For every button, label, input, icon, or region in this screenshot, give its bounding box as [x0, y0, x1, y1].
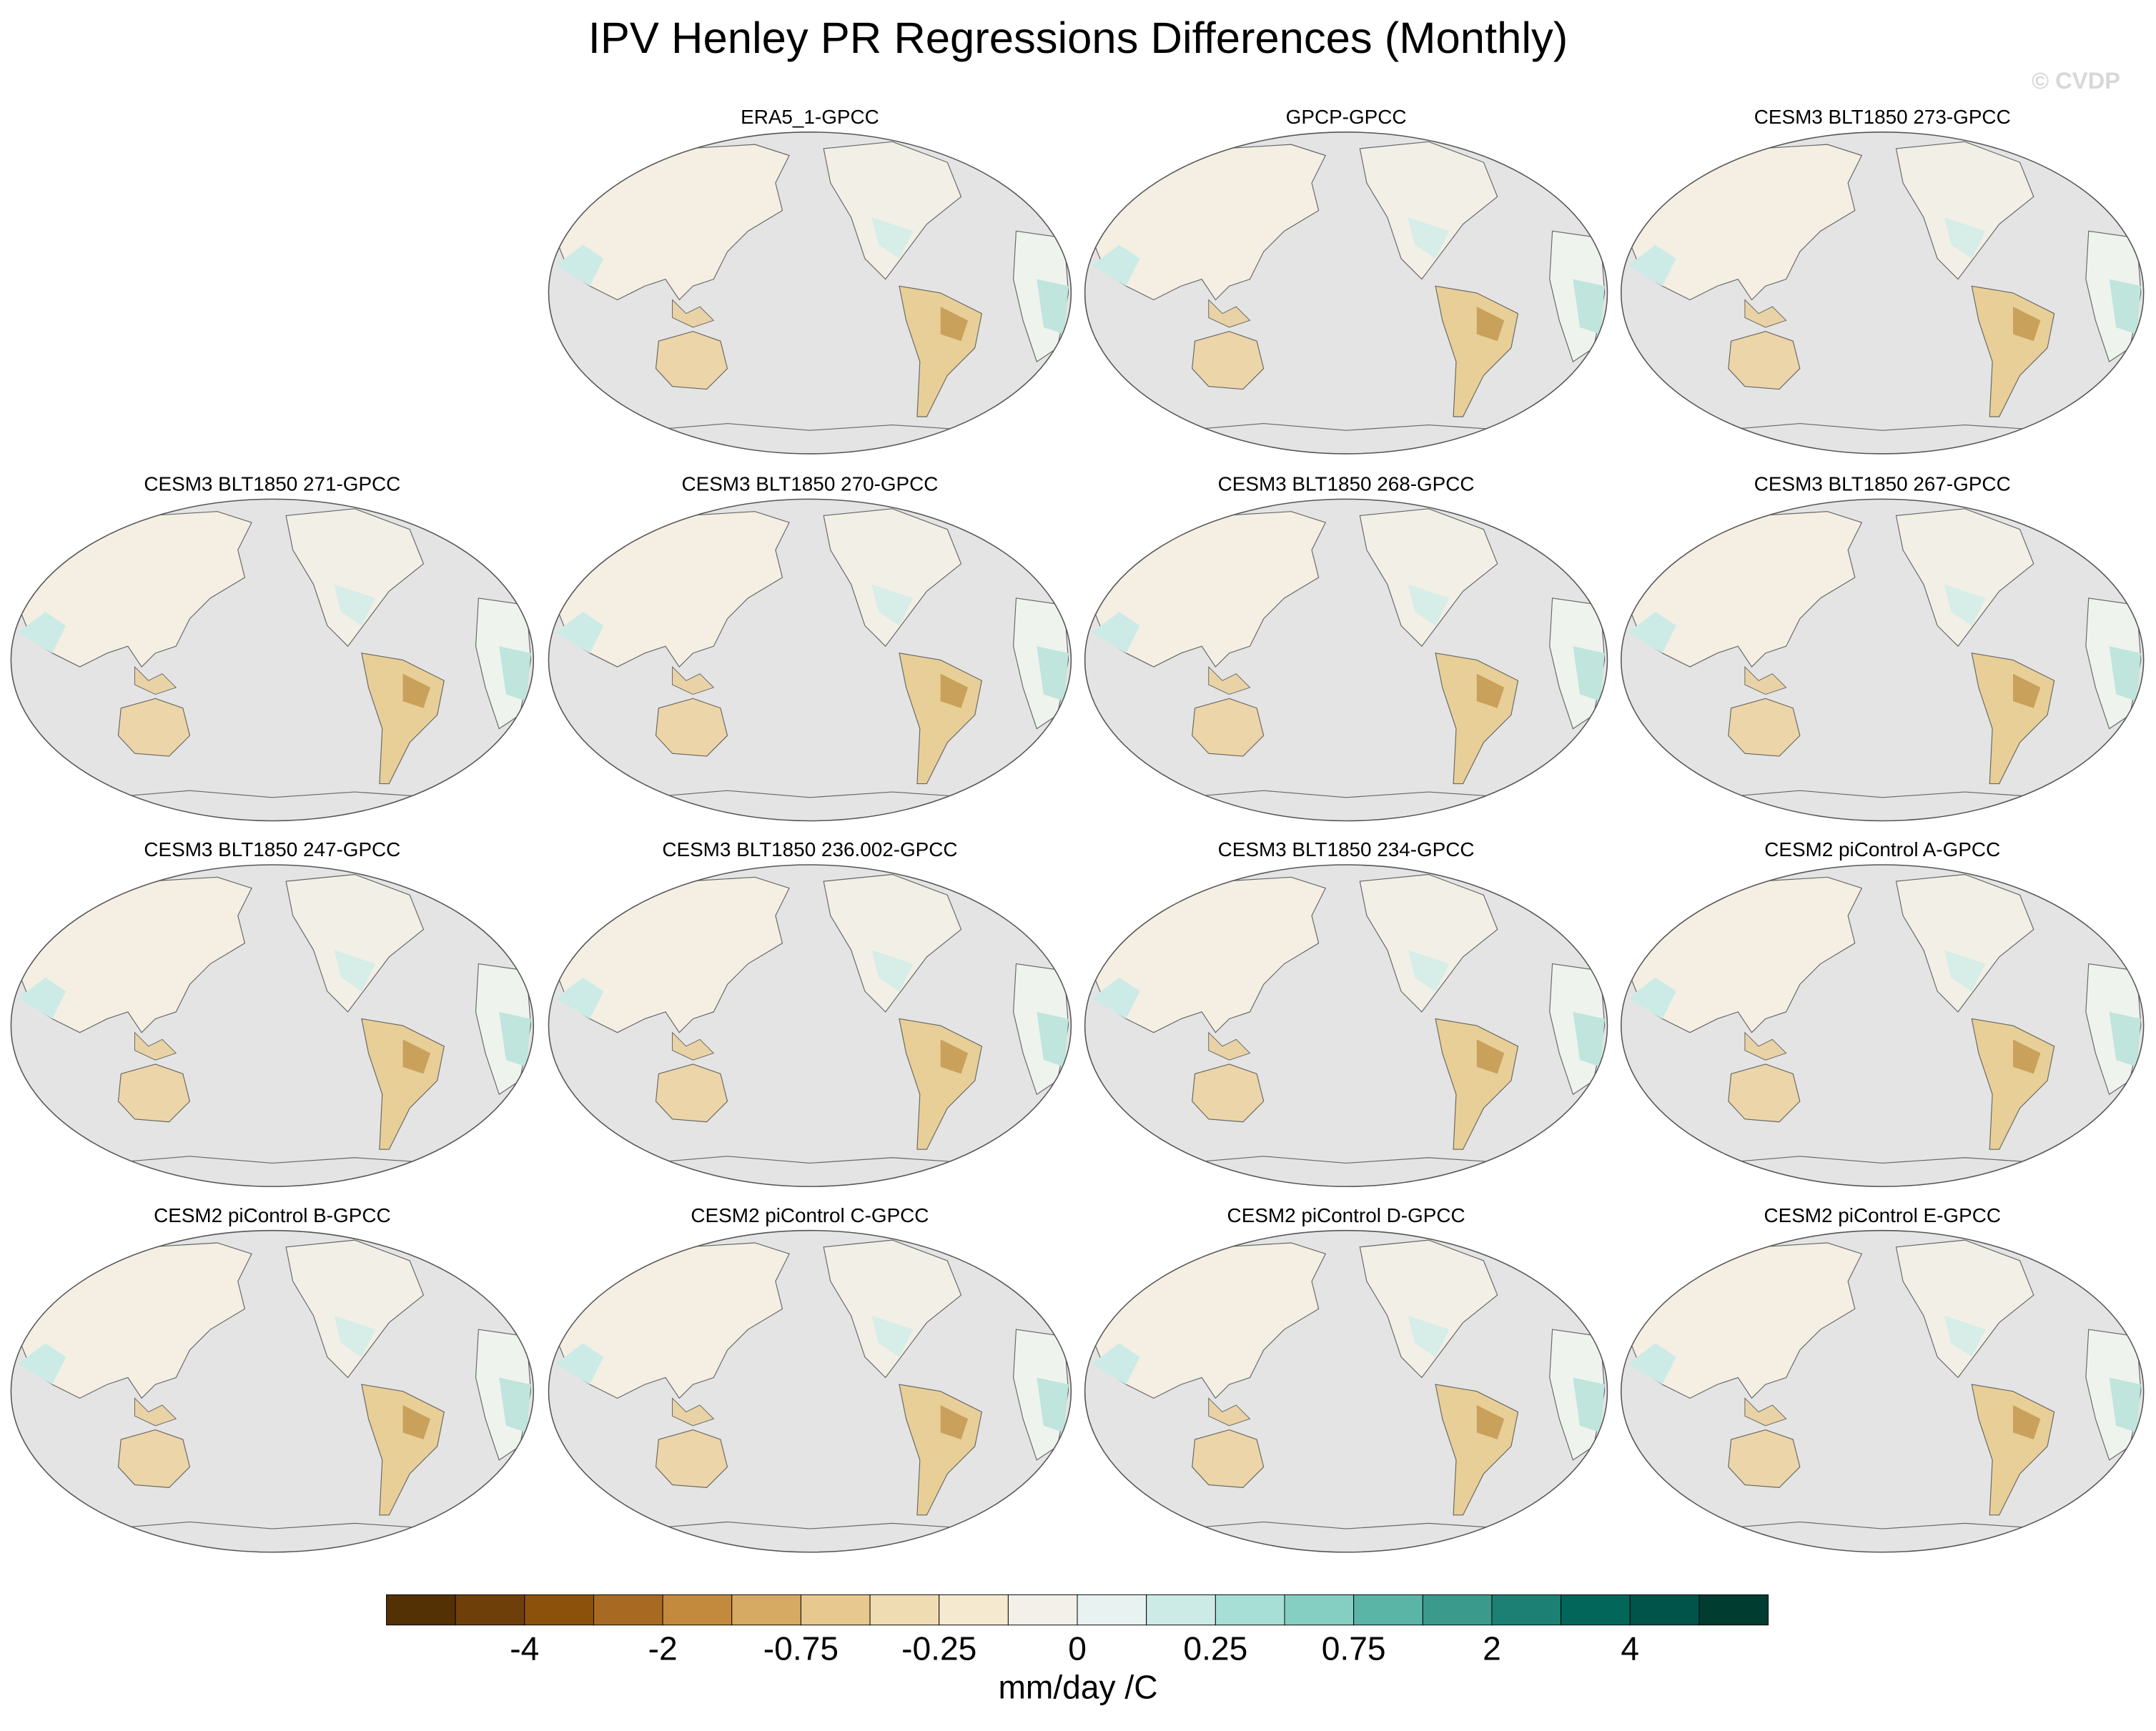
colorbar-label: 0.25: [1183, 1630, 1247, 1667]
colorbar-box: [593, 1594, 663, 1626]
colorbar-box: [731, 1594, 801, 1626]
panel-title: CESM3 BLT1850 271-GPCC: [144, 473, 400, 495]
panel-grid: ERA5_1-GPCC GPCP-GPCC CESM3 BLT1850 273-GP…: [10, 106, 2145, 1553]
map-panel: CESM3 BLT1850 236.002-GPCC: [548, 838, 1072, 1187]
colorbar-box: [1491, 1594, 1562, 1626]
map-border: [548, 498, 1072, 822]
map-border: [548, 864, 1072, 1187]
colorbar-box: [1284, 1594, 1355, 1626]
map-border: [1621, 1229, 2145, 1553]
map-border: [1084, 1229, 1608, 1553]
map-border: [1621, 132, 2145, 455]
panel-title: CESM2 piControl C-GPCC: [691, 1204, 929, 1226]
panel-title: CESM2 piControl E-GPCC: [1764, 1204, 2000, 1226]
map-border: [548, 132, 1072, 455]
colorbar-box: [524, 1594, 594, 1626]
map-border: [548, 1229, 1072, 1553]
colorbar-box: [1007, 1594, 1078, 1626]
panel-title: CESM2 piControl B-GPCC: [154, 1204, 391, 1226]
map-border: [10, 498, 535, 822]
colorbar-box: [1146, 1594, 1216, 1626]
colorbar-unit: mm/day /C: [998, 1668, 1157, 1705]
colorbar-box: [1629, 1594, 1700, 1626]
colorbar-box: [1561, 1594, 1631, 1626]
colorbar: -4 -2 -0.75 -0.25 0 0.25 0.75 2 4 mm/day /C: [386, 1594, 1769, 1705]
panel-title: CESM3 BLT1850 268-GPCC: [1218, 473, 1475, 495]
map-panel: CESM3 BLT1850 270-GPCC: [548, 473, 1072, 822]
watermark: © CVDP: [2032, 67, 2120, 94]
colorbar-box: [1422, 1594, 1493, 1626]
map-panel: CESM2 piControl E-GPCC: [1621, 1204, 2145, 1553]
panel-title: CESM3 BLT1850 234-GPCC: [1218, 838, 1475, 860]
panel-title: ERA5_1-GPCC: [741, 106, 879, 128]
colorbar-label: 2: [1483, 1630, 1501, 1667]
colorbar-label: 0: [1068, 1630, 1087, 1667]
colorbar-box: [869, 1594, 940, 1626]
map-panel: CESM3 BLT1850 267-GPCC: [1621, 473, 2145, 822]
map-panel: CESM3 BLT1850 268-GPCC: [1084, 473, 1608, 822]
colorbar-box: [662, 1594, 733, 1626]
colorbar-box: [1353, 1594, 1423, 1626]
colorbar-box: [455, 1594, 525, 1626]
map-panel: CESM2 piControl B-GPCC: [10, 1204, 535, 1553]
map-border: [1084, 132, 1608, 455]
panel-title: CESM3 BLT1850 273-GPCC: [1754, 106, 2011, 128]
map-border: [1621, 864, 2145, 1187]
map-panel: CESM3 BLT1850 273-GPCC: [1621, 106, 2145, 455]
panel-title: GPCP-GPCC: [1286, 106, 1407, 128]
map-border: [1084, 498, 1608, 822]
map-border: [1084, 864, 1608, 1187]
map-panel: GPCP-GPCC: [1084, 106, 1608, 455]
colorbar-label: -2: [648, 1630, 678, 1667]
colorbar-label: -4: [510, 1630, 539, 1667]
colorbar-label: -0.75: [763, 1630, 839, 1667]
map-border: [10, 864, 535, 1187]
panel-title: CESM3 BLT1850 236.002-GPCC: [662, 838, 957, 860]
map-panel: CESM3 BLT1850 271-GPCC: [10, 473, 535, 822]
map-panel: ERA5_1-GPCC: [548, 106, 1072, 455]
map-border: [1621, 498, 2145, 822]
colorbar-box: [1077, 1594, 1147, 1626]
colorbar-box: [939, 1594, 1009, 1626]
panel-title: CESM3 BLT1850 267-GPCC: [1754, 473, 2011, 495]
colorbar-label: -0.25: [901, 1630, 976, 1667]
map-panel: CESM2 piControl C-GPCC: [548, 1204, 1072, 1553]
map-panel: CESM3 BLT1850 234-GPCC: [1084, 838, 1608, 1187]
colorbar-box: [386, 1594, 456, 1626]
panel-title: CESM3 BLT1850 247-GPCC: [144, 838, 400, 860]
colorbar-box: [800, 1594, 871, 1626]
map-panel: CESM2 piControl A-GPCC: [1621, 838, 2145, 1187]
figure-title: IPV Henley PR Regressions Differences (M…: [588, 14, 1568, 63]
colorbar-box: [1215, 1594, 1285, 1626]
map-panel: CESM3 BLT1850 247-GPCC: [10, 838, 535, 1187]
map-border: [10, 1229, 535, 1553]
panel-title: CESM2 piControl A-GPCC: [1764, 838, 2000, 860]
map-panel: CESM2 piControl D-GPCC: [1084, 1204, 1608, 1553]
panel-title: CESM3 BLT1850 270-GPCC: [681, 473, 938, 495]
colorbar-box: [1698, 1594, 1769, 1626]
panel-title: CESM2 piControl D-GPCC: [1227, 1204, 1465, 1226]
colorbar-label: 0.75: [1322, 1630, 1386, 1667]
colorbar-label: 4: [1621, 1630, 1639, 1667]
